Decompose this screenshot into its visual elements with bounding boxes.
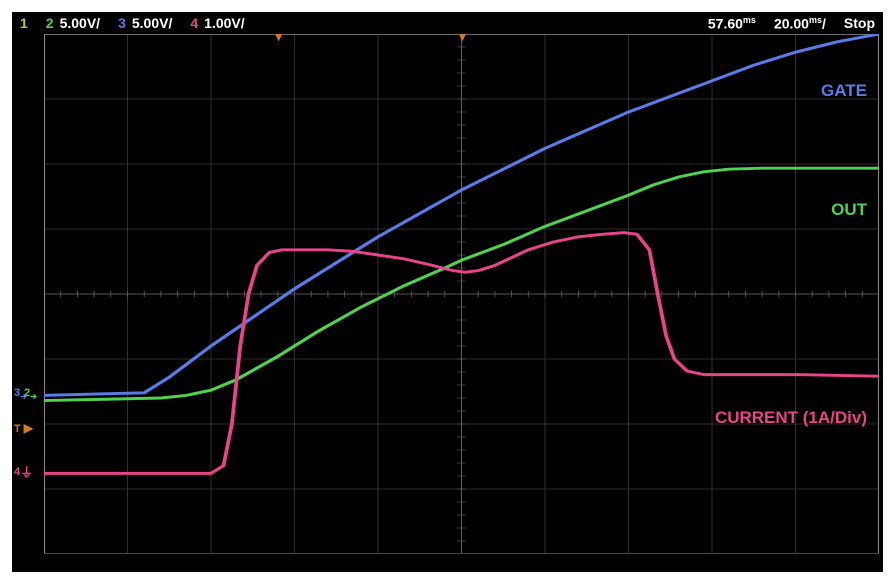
channel-1-num: 1 (20, 15, 28, 31)
channel-3-info: 3 5.00V/ (118, 15, 172, 31)
channel-2-scale: 5.00V/ (60, 15, 100, 31)
plot-area: GATEOUTCURRENT (1A/Div) ▼▼ (44, 34, 879, 554)
ground-ref-2: 2➔ (24, 388, 37, 401)
delay-unit: ms (743, 15, 756, 25)
timebase-readout: 20.00ms/ (774, 15, 826, 32)
plot-svg (44, 34, 879, 554)
delay-value: 57.60 (708, 15, 743, 31)
grid-group (44, 34, 879, 554)
trigger-marker-0: ▼ (270, 34, 288, 41)
delay-readout: 57.60ms (708, 15, 756, 32)
channel-3-num: 3 (118, 15, 126, 31)
bottom-bar (44, 553, 879, 572)
channel-2-num: 2 (46, 15, 54, 31)
top-info-bar: 1 2 5.00V/ 3 5.00V/ 4 1.00V/ 57.60ms 20.… (12, 12, 883, 34)
channel-4-num: 4 (190, 15, 198, 31)
timebase-unit: ms (809, 15, 822, 25)
run-state: Stop (844, 15, 875, 31)
scope-bezel: 1 2 5.00V/ 3 5.00V/ 4 1.00V/ 57.60ms 20.… (12, 12, 883, 572)
trigger-marker-1: ▼ (454, 34, 472, 41)
timebase-value: 20.00 (774, 15, 809, 31)
channel-3-scale: 5.00V/ (132, 15, 172, 31)
channel-4-info: 4 1.00V/ (190, 15, 244, 31)
channel-1-info: 1 (20, 15, 28, 31)
channel-2-info: 2 5.00V/ (46, 15, 100, 31)
ground-ref-4: 4⏚ (14, 466, 33, 479)
left-markers: 3➔2➔T ▶4⏚ (12, 34, 44, 554)
ground-ref-T: T ▶ (14, 422, 33, 435)
scope-frame: 1 2 5.00V/ 3 5.00V/ 4 1.00V/ 57.60ms 20.… (0, 0, 895, 584)
channel-4-scale: 1.00V/ (204, 15, 244, 31)
